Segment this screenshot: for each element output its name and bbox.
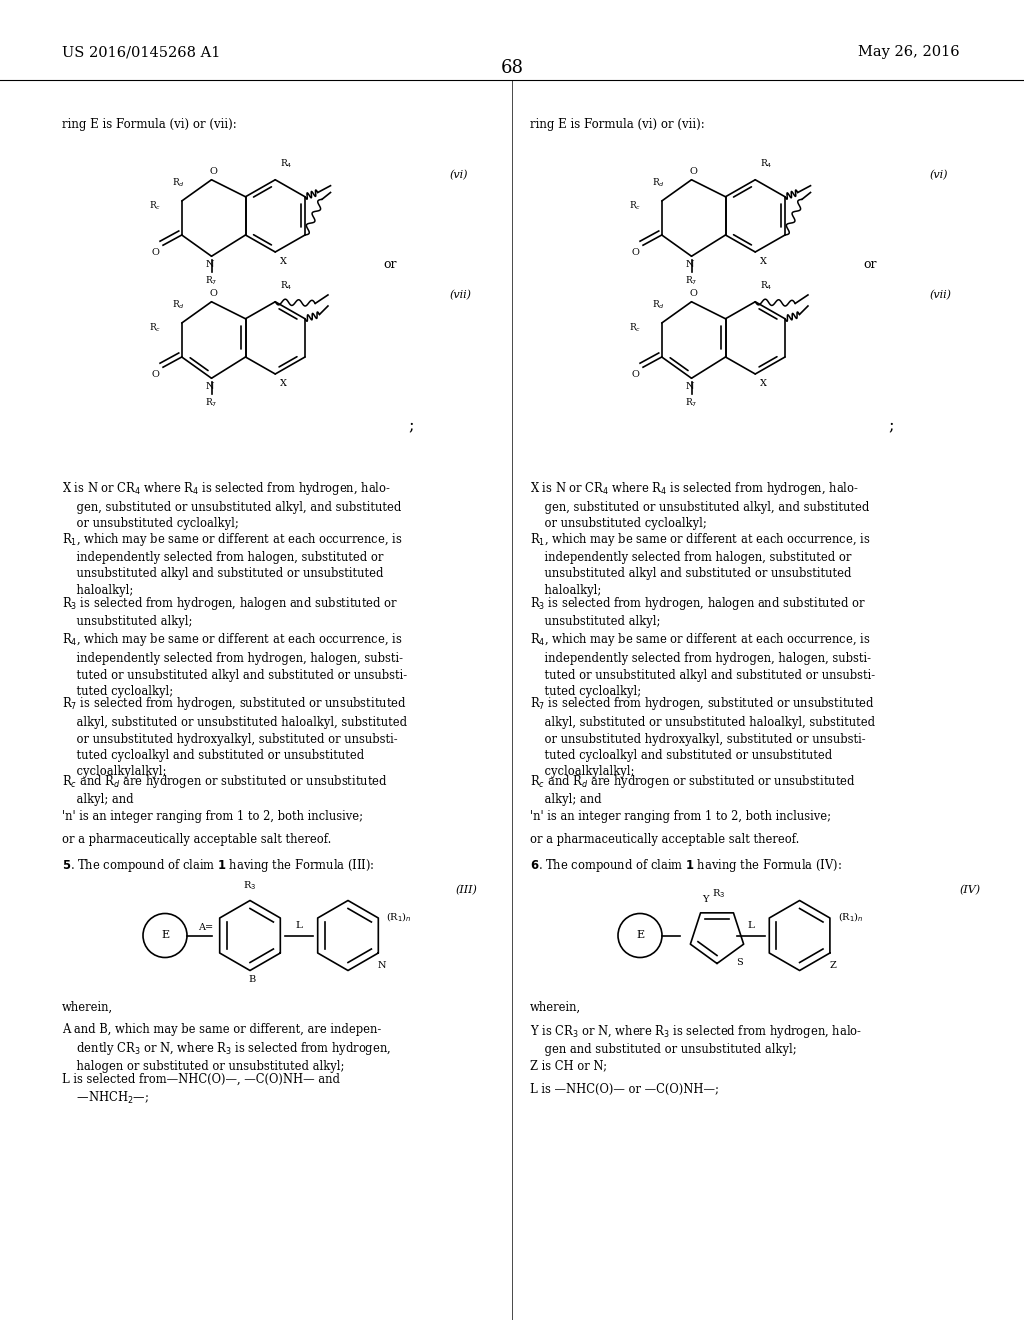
Text: O: O: [152, 248, 159, 257]
Text: R$_4$: R$_4$: [281, 280, 293, 292]
Text: R$_3$: R$_3$: [244, 879, 257, 892]
Text: ;: ;: [888, 417, 894, 433]
Text: R$_4$: R$_4$: [760, 280, 773, 292]
Text: (R$_1$)$_n$: (R$_1$)$_n$: [386, 911, 412, 924]
Text: N: N: [685, 260, 693, 269]
Text: O: O: [631, 370, 639, 379]
Text: or: or: [863, 259, 877, 272]
Text: R$_d$: R$_d$: [172, 177, 185, 189]
Text: R$_7$ is selected from hydrogen, substituted or unsubstituted
    alkyl, substit: R$_7$ is selected from hydrogen, substit…: [530, 696, 876, 779]
Text: R$_7$: R$_7$: [685, 397, 697, 409]
Text: O: O: [689, 166, 697, 176]
Text: R$_4$: R$_4$: [281, 157, 293, 170]
Text: N: N: [205, 260, 214, 269]
Text: (vi): (vi): [930, 170, 948, 180]
Text: R$_d$: R$_d$: [172, 298, 185, 312]
Text: R$_1$, which may be same or different at each occurrence, is
    independently s: R$_1$, which may be same or different at…: [530, 531, 870, 597]
Text: R$_7$ is selected from hydrogen, substituted or unsubstituted
    alkyl, substit: R$_7$ is selected from hydrogen, substit…: [62, 696, 408, 779]
Text: A=: A=: [198, 923, 213, 932]
Text: B: B: [249, 975, 256, 985]
Text: May 26, 2016: May 26, 2016: [858, 45, 961, 59]
Text: R$_7$: R$_7$: [206, 397, 218, 409]
Text: ring E is Formula (vi) or (vii):: ring E is Formula (vi) or (vii):: [530, 117, 705, 131]
Text: X is N or CR$_4$ where R$_4$ is selected from hydrogen, halo-
    gen, substitut: X is N or CR$_4$ where R$_4$ is selected…: [530, 480, 869, 531]
Text: (IV): (IV): [961, 886, 981, 896]
Text: $\bf{5}$. The compound of claim $\bf{1}$ having the Formula (III):: $\bf{5}$. The compound of claim $\bf{1}$…: [62, 857, 375, 874]
Text: or: or: [383, 259, 396, 272]
Text: R$_c$ and R$_d$ are hydrogen or substituted or unsubstituted
    alkyl; and: R$_c$ and R$_d$ are hydrogen or substitu…: [62, 774, 388, 807]
Text: O: O: [689, 289, 697, 298]
Text: L is —NHC(O)— or —C(O)NH—;: L is —NHC(O)— or —C(O)NH—;: [530, 1082, 719, 1096]
Text: X: X: [760, 379, 767, 388]
Text: N: N: [205, 383, 214, 391]
Text: R$_c$: R$_c$: [150, 199, 162, 213]
Text: R$_7$: R$_7$: [685, 275, 697, 288]
Text: (R$_1$)$_n$: (R$_1$)$_n$: [838, 911, 863, 924]
Text: X: X: [760, 257, 767, 267]
Text: L: L: [748, 921, 754, 931]
Text: Z is CH or N;: Z is CH or N;: [530, 1060, 607, 1072]
Text: R$_4$: R$_4$: [760, 157, 773, 170]
Text: R$_3$ is selected from hydrogen, halogen and substituted or
    unsubstituted al: R$_3$ is selected from hydrogen, halogen…: [530, 594, 866, 628]
Text: R$_d$: R$_d$: [652, 298, 666, 312]
Text: R$_c$: R$_c$: [150, 322, 162, 334]
Text: wherein,: wherein,: [62, 1001, 113, 1014]
Text: R$_3$: R$_3$: [713, 887, 726, 899]
Text: O: O: [210, 289, 217, 298]
Text: O: O: [631, 248, 639, 257]
Text: R$_1$, which may be same or different at each occurrence, is
    independently s: R$_1$, which may be same or different at…: [62, 531, 402, 597]
Text: ;: ;: [408, 417, 414, 433]
Text: R$_c$: R$_c$: [630, 199, 642, 213]
Text: 'n' is an integer ranging from 1 to 2, both inclusive;: 'n' is an integer ranging from 1 to 2, b…: [62, 810, 362, 822]
Text: US 2016/0145268 A1: US 2016/0145268 A1: [62, 45, 220, 59]
Text: S: S: [736, 958, 743, 968]
Text: Y: Y: [701, 895, 709, 904]
Text: (vii): (vii): [450, 290, 472, 300]
Text: or a pharmaceutically acceptable salt thereof.: or a pharmaceutically acceptable salt th…: [530, 833, 800, 846]
Text: N: N: [378, 961, 386, 970]
Text: or a pharmaceutically acceptable salt thereof.: or a pharmaceutically acceptable salt th…: [62, 833, 332, 846]
Text: $\bf{6}$. The compound of claim $\bf{1}$ having the Formula (IV):: $\bf{6}$. The compound of claim $\bf{1}$…: [530, 857, 842, 874]
Text: O: O: [152, 370, 159, 379]
Text: X: X: [281, 257, 288, 267]
Text: N: N: [685, 383, 693, 391]
Text: E: E: [636, 931, 644, 940]
Text: R$_7$: R$_7$: [206, 275, 218, 288]
Text: R$_c$ and R$_d$ are hydrogen or substituted or unsubstituted
    alkyl; and: R$_c$ and R$_d$ are hydrogen or substitu…: [530, 774, 856, 807]
Text: R$_4$, which may be same or different at each occurrence, is
    independently s: R$_4$, which may be same or different at…: [62, 631, 408, 698]
Text: R$_c$: R$_c$: [630, 322, 642, 334]
Text: 'n' is an integer ranging from 1 to 2, both inclusive;: 'n' is an integer ranging from 1 to 2, b…: [530, 810, 831, 822]
Text: (III): (III): [455, 886, 477, 896]
Text: L is selected from—NHC(O)—, —C(O)NH— and
    —NHCH$_2$—;: L is selected from—NHC(O)—, —C(O)NH— and…: [62, 1073, 340, 1106]
Text: E: E: [161, 931, 169, 940]
Text: X: X: [281, 379, 288, 388]
Text: R$_4$, which may be same or different at each occurrence, is
    independently s: R$_4$, which may be same or different at…: [530, 631, 876, 698]
Text: (vi): (vi): [450, 170, 469, 180]
Text: ring E is Formula (vi) or (vii):: ring E is Formula (vi) or (vii):: [62, 117, 237, 131]
Text: (vii): (vii): [930, 290, 952, 300]
Text: Y is CR$_3$ or N, where R$_3$ is selected from hydrogen, halo-
    gen and subst: Y is CR$_3$ or N, where R$_3$ is selecte…: [530, 1023, 862, 1056]
Text: L: L: [296, 921, 302, 931]
Text: 68: 68: [501, 59, 523, 77]
Text: R$_3$ is selected from hydrogen, halogen and substituted or
    unsubstituted al: R$_3$ is selected from hydrogen, halogen…: [62, 594, 398, 628]
Text: O: O: [210, 166, 217, 176]
Text: A and B, which may be same or different, are indepen-
    dently CR$_3$ or N, wh: A and B, which may be same or different,…: [62, 1023, 391, 1073]
Text: X is N or CR$_4$ where R$_4$ is selected from hydrogen, halo-
    gen, substitut: X is N or CR$_4$ where R$_4$ is selected…: [62, 480, 401, 531]
Text: Z: Z: [829, 961, 837, 970]
Text: R$_d$: R$_d$: [652, 177, 666, 189]
Text: wherein,: wherein,: [530, 1001, 582, 1014]
